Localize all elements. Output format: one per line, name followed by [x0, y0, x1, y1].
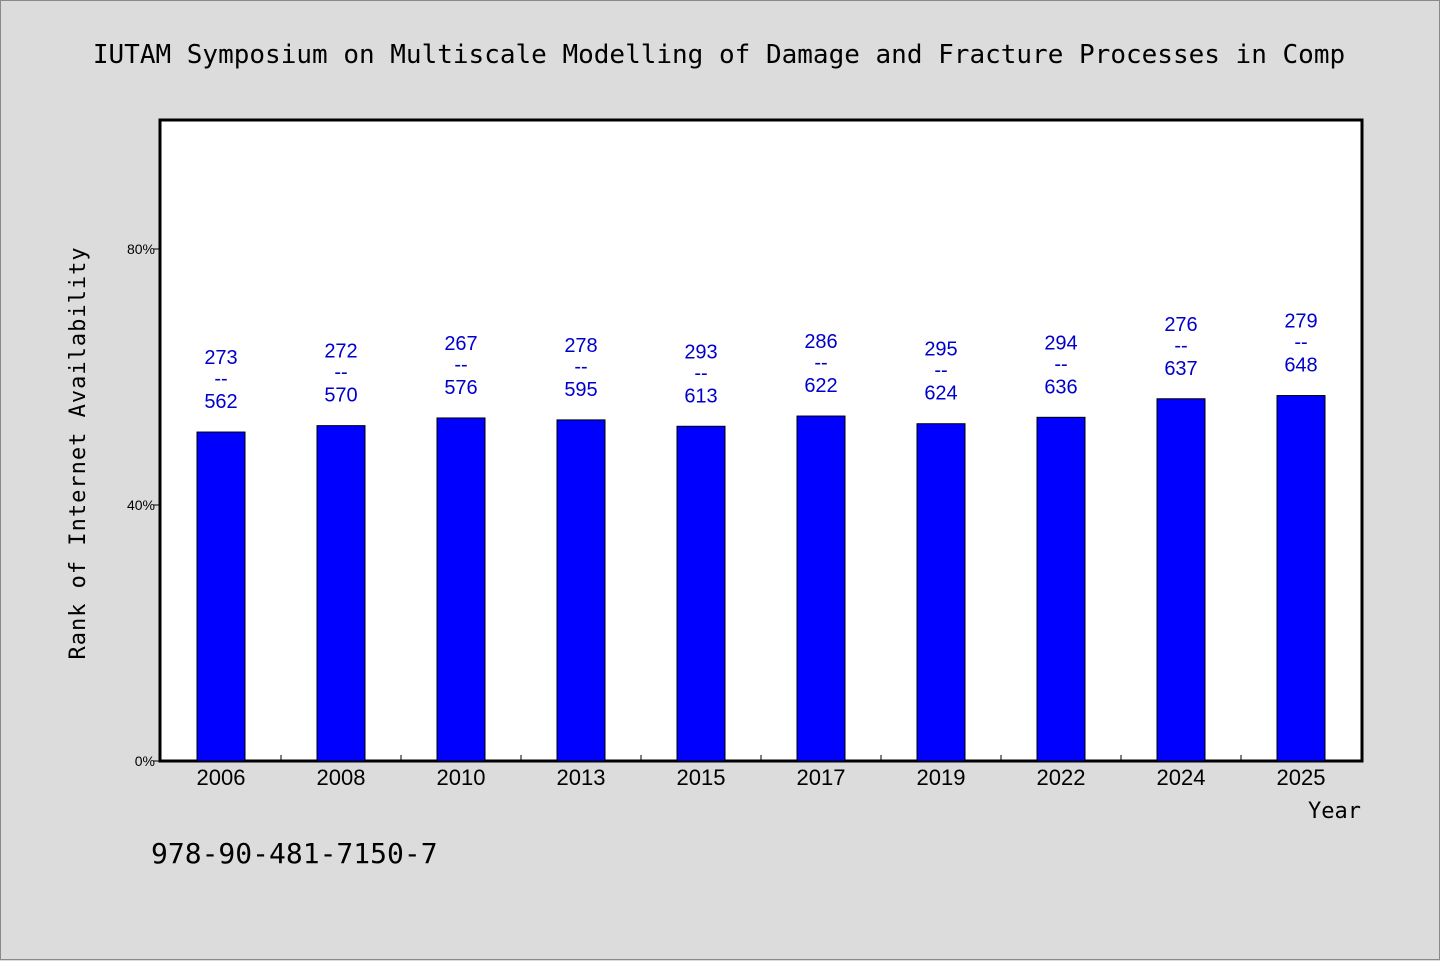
- x-tick-label: 2022: [1037, 765, 1086, 790]
- y-axis-ticks: 0% 40% 80%: [127, 241, 161, 769]
- data-label-top: 272: [324, 341, 357, 363]
- bar: [316, 425, 366, 762]
- bar-series: [196, 395, 1326, 762]
- data-label-separator: --: [214, 368, 227, 390]
- data-label-bottom: 637: [1164, 358, 1197, 380]
- data-label-bottom: 576: [444, 377, 477, 399]
- data-label-bottom: 595: [564, 379, 597, 401]
- data-labels: 273--562272--570267--576278--595293--613…: [204, 311, 1317, 413]
- data-label-bottom: 622: [804, 375, 837, 397]
- y-tick-label: 0%: [135, 753, 155, 769]
- bar: [1276, 395, 1326, 762]
- data-label-separator: --: [334, 362, 347, 384]
- x-tick-label: 2013: [557, 765, 606, 790]
- data-label-separator: --: [814, 352, 827, 374]
- data-label-separator: --: [454, 354, 467, 376]
- chart-title: IUTAM Symposium on Multiscale Modelling …: [93, 40, 1345, 70]
- y-tick-label: 40%: [127, 497, 155, 513]
- x-tick-label: 2015: [677, 765, 726, 790]
- bar: [1156, 398, 1206, 762]
- data-label-top: 293: [684, 341, 717, 363]
- data-label-top: 267: [444, 333, 477, 355]
- data-label-bottom: 648: [1284, 355, 1317, 377]
- data-label-bottom: 570: [324, 385, 357, 407]
- data-label-top: 295: [924, 339, 957, 361]
- bar: [676, 425, 726, 762]
- data-label-separator: --: [1294, 332, 1307, 354]
- x-tick-label: 2010: [437, 765, 486, 790]
- data-label-separator: --: [934, 360, 947, 382]
- data-label-bottom: 624: [924, 383, 957, 405]
- data-label-separator: --: [574, 356, 587, 378]
- data-label-top: 286: [804, 331, 837, 353]
- bar: [556, 419, 606, 762]
- x-tick-label: 2008: [317, 765, 366, 790]
- x-tick-label: 2025: [1277, 765, 1326, 790]
- data-label-separator: --: [1174, 335, 1187, 357]
- x-tick-label: 2019: [917, 765, 966, 790]
- data-label-separator: --: [1054, 353, 1067, 375]
- data-label-bottom: 636: [1044, 376, 1077, 398]
- x-tick-label: 2024: [1157, 765, 1206, 790]
- bar: [916, 423, 966, 762]
- x-tick-label: 2006: [197, 765, 246, 790]
- x-tick-label: 2017: [797, 765, 846, 790]
- data-label-top: 279: [1284, 311, 1317, 333]
- data-label-bottom: 562: [204, 391, 237, 413]
- y-tick-label: 80%: [127, 241, 155, 257]
- data-label-bottom: 613: [684, 385, 717, 407]
- isbn-text: 978-90-481-7150-7: [151, 837, 438, 870]
- bar: [1036, 416, 1086, 762]
- data-label-separator: --: [694, 362, 707, 384]
- data-label-top: 294: [1044, 332, 1077, 354]
- bar: [796, 415, 846, 762]
- x-axis-ticks: 2006 2008 2010 2013 2015 2017 2019 2022 2024 2025: [197, 755, 1326, 790]
- bar: [436, 417, 486, 762]
- data-label-top: 278: [564, 335, 597, 357]
- bar: [196, 431, 246, 762]
- y-axis-label: Rank of Internet Availability: [66, 246, 91, 659]
- x-axis-label: Year: [1308, 799, 1361, 824]
- data-label-top: 273: [204, 347, 237, 369]
- data-label-top: 276: [1164, 314, 1197, 336]
